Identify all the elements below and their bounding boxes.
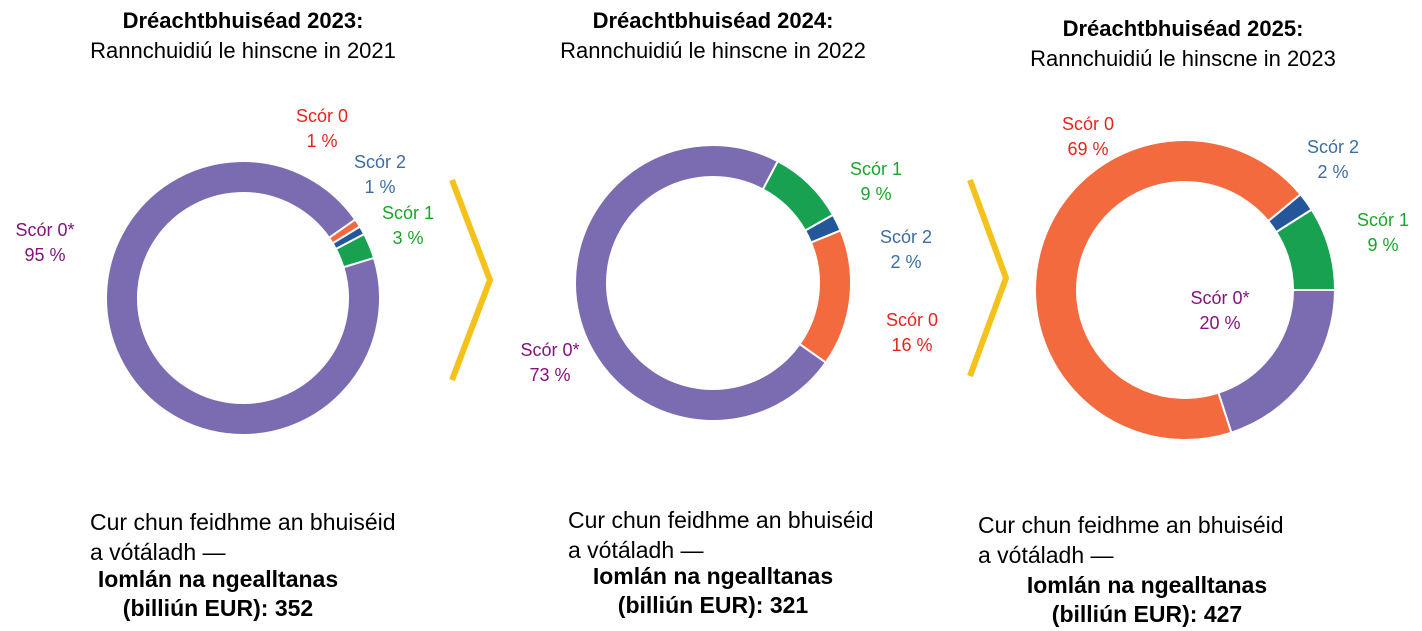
slice-value: 73 %	[529, 365, 570, 385]
footer-total: Iomlán na ngealltanas	[593, 563, 833, 589]
slice-value: 3 %	[392, 228, 423, 248]
slice-label: Scór 2	[880, 227, 932, 247]
footer-total: Iomlán na ngealltanas	[98, 566, 338, 592]
slice-label: Scór 0	[886, 310, 938, 330]
slice-value: 16 %	[891, 335, 932, 355]
slice-value: 1 %	[306, 131, 337, 151]
chart-subtitle: Rannchuidiú le hinscne in 2021	[90, 38, 396, 63]
chart-title: Dréachtbhuiséad 2025:	[1063, 16, 1304, 41]
footer-text: Cur chun feidhme an bhuiséid	[90, 509, 396, 535]
slice-value: 2 %	[890, 252, 921, 272]
donut-slice	[1034, 138, 1302, 441]
slice-value: 69 %	[1067, 139, 1108, 159]
footer-total: Iomlán na ngealltanas	[1027, 572, 1267, 598]
slice-value: 9 %	[860, 184, 891, 204]
footer-total: (billiún EUR): 352	[123, 595, 313, 621]
footer-text: a vótáladh —	[978, 542, 1114, 568]
chart-subtitle: Rannchuidiú le hinscne in 2022	[560, 38, 866, 63]
slice-value: 9 %	[1367, 235, 1398, 255]
slice-label: Scór 2	[1307, 137, 1359, 157]
chart-title: Dréachtbhuiséad 2023:	[123, 8, 364, 33]
footer-text: a vótáladh —	[568, 537, 704, 563]
slice-label: Scór 1	[850, 159, 902, 179]
slice-label: Scór 0	[1062, 114, 1114, 134]
slice-value: 2 %	[1317, 162, 1348, 182]
footer-text: Cur chun feidhme an bhuiséid	[978, 512, 1284, 538]
donut-slice	[1217, 289, 1337, 434]
chart-subtitle: Rannchuidiú le hinscne in 2023	[1030, 46, 1336, 71]
slice-label: Scór 2	[354, 152, 406, 172]
arrow	[449, 178, 494, 382]
slice-label: Scór 0*	[15, 220, 74, 240]
footer-total: (billiún EUR): 427	[1052, 601, 1242, 627]
footer-text: a vótáladh —	[90, 539, 226, 565]
slice-label: Scór 0*	[520, 340, 579, 360]
slice-value: 95 %	[24, 245, 65, 265]
slice-value: 20 %	[1199, 313, 1240, 333]
donut-slice	[105, 160, 381, 436]
arrow	[967, 178, 1010, 378]
chart-title: Dréachtbhuiséad 2024:	[593, 8, 834, 33]
donut-slice	[574, 144, 828, 422]
footer-total: (billiún EUR): 321	[618, 592, 809, 618]
slice-label: Scór 0*	[1190, 288, 1249, 308]
slice-label: Scór 0	[296, 106, 348, 126]
footer-text: Cur chun feidhme an bhuiséid	[568, 507, 874, 533]
slice-label: Scór 1	[382, 203, 434, 223]
donut-slice	[798, 229, 852, 364]
slice-label: Scór 1	[1357, 210, 1409, 230]
donut-slice	[1274, 208, 1337, 291]
slice-value: 1 %	[364, 177, 395, 197]
